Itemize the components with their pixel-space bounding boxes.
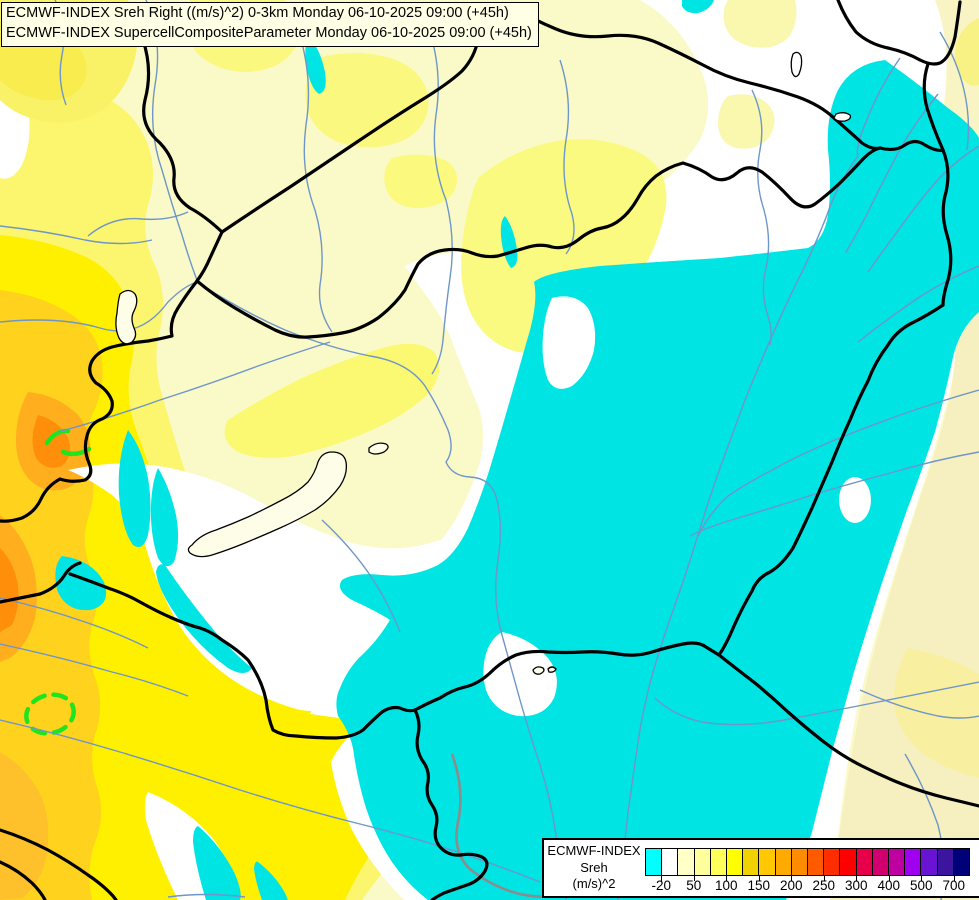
legend-color-cell [710,849,728,875]
legend-tick-label: 250 [812,878,836,893]
legend-tick-label: 150 [747,878,771,893]
legend-color-strip [645,848,970,876]
legend-color-cell [872,849,890,875]
title-line-2: ECMWF-INDEX SupercellCompositeParameter … [6,24,532,41]
legend-color-cell [840,849,857,875]
legend-tick-mark [661,876,663,881]
legend-color-cell [856,849,873,875]
legend-color-cell [791,849,809,875]
legend-tick-label: 400 [877,878,901,893]
legend-color-cell [759,849,776,875]
legend-color-cell [678,849,695,875]
lake-balaton [187,451,348,558]
lake-neusiedl [115,289,138,345]
legend-tick-label: 200 [779,878,803,893]
legend-tick-mark [953,876,955,881]
legend-color-cell [662,849,679,875]
legend-color-cell [921,849,938,875]
legend-color-cell [889,849,906,875]
white-pockets [483,296,871,717]
legend-tick-row: -20 50 100 150 200 250 300 400 500 700 [645,876,970,896]
legend-color-cell [743,849,760,875]
legend-tick-label: 700 [942,878,966,893]
legend-color-cell [824,849,841,875]
legend-strip-wrap [645,848,970,881]
legend-tick-mark [921,876,923,881]
legend-color-cell [953,849,970,875]
legend-tick-label: 100 [714,878,738,893]
legend-tick-mark [758,876,760,881]
legend-tick-mark [888,876,890,881]
legend-color-cell [808,849,825,875]
legend-tick-mark [726,876,728,881]
legend-color-cell [694,849,711,875]
legend-title-line-1: ECMWF-INDEX [547,843,641,858]
legend-color-cell [937,849,954,875]
legend-title-line-3: (m/s)^2 [572,876,616,891]
legend-title-line-2: Sreh [580,859,608,875]
legend-tick-label: -20 [651,878,672,893]
legend-tick-mark [856,876,858,881]
legend-color-cell [646,849,663,875]
legend-color-cell [775,849,792,875]
color-scale-legend: ECMWF-INDEX Sreh (m/s)^2 -20 50 100 150 200 2… [542,838,979,898]
legend-tick-mark [693,876,695,881]
legend-tick-label: 300 [844,878,868,893]
lakes [115,51,852,675]
lake-velence [368,442,389,455]
map-title-bar: ECMWF-INDEX Sreh Right ((m/s)^2) 0-3km M… [1,2,539,47]
title-line-1: ECMWF-INDEX Sreh Right ((m/s)^2) 0-3km M… [6,5,509,21]
legend-title: ECMWF-INDEX Sreh (m/s)^2 [544,843,644,893]
legend-color-cell [727,849,744,875]
legend-tick-mark [791,876,793,881]
legend-tick-label: 500 [909,878,933,893]
legend-tick-mark [823,876,825,881]
legend-color-cell [905,849,922,875]
legend-tick-label: 50 [686,878,702,893]
